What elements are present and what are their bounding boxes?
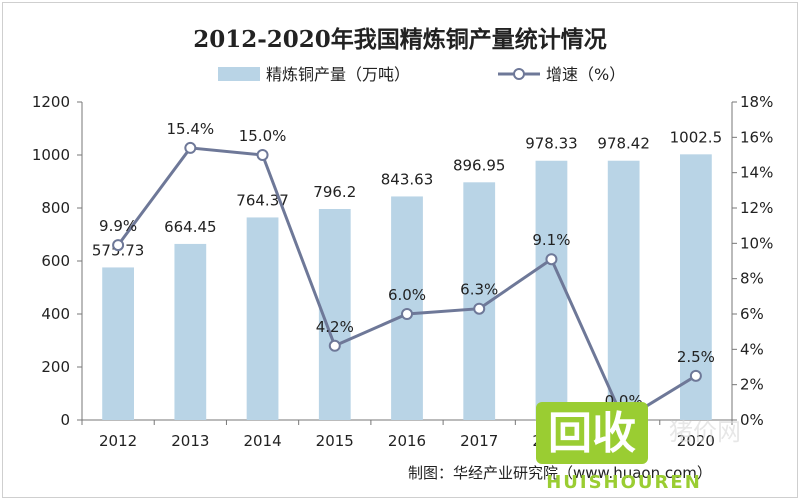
y-left-tick-label: 600 — [41, 252, 70, 270]
legend-label-bars: 精炼铜产量（万吨） — [266, 65, 410, 84]
y-left-tick-label: 0 — [60, 411, 70, 429]
line-data-label: 9.1% — [532, 231, 570, 249]
line-data-label: 9.9% — [99, 217, 137, 235]
line-data-label: 15.4% — [167, 120, 215, 138]
x-tick-label: 2015 — [316, 432, 354, 450]
y-right-tick-label: 4% — [740, 340, 764, 358]
legend-swatch-marker — [513, 68, 525, 80]
x-tick-label: 2013 — [171, 432, 209, 450]
line-data-label: 4.2% — [316, 318, 354, 336]
bar-data-label: 978.42 — [597, 135, 650, 153]
line-point — [184, 141, 197, 154]
bar-data-label: 664.45 — [164, 218, 217, 236]
line-point — [473, 302, 486, 315]
x-tick-label: 2016 — [388, 432, 426, 450]
legend-label-line: 增速（%） — [546, 65, 625, 84]
y-right-tick-label: 0% — [740, 411, 764, 429]
bar-data-label: 896.95 — [453, 156, 506, 174]
y-left-tick-label: 800 — [41, 199, 70, 217]
bar-data-label: 1002.5 — [670, 128, 723, 146]
y-right-tick-label: 2% — [740, 376, 764, 394]
chart-title: 2012-2020年我国精炼铜产量统计情况 — [193, 26, 607, 53]
y-left-tick-label: 1000 — [32, 146, 70, 164]
watermark-faint-text: 猪价网 — [669, 418, 741, 446]
x-tick-label: 2012 — [99, 432, 137, 450]
line-data-label: 15.0% — [239, 127, 287, 145]
bar — [174, 243, 207, 420]
bar-data-label: 764.37 — [236, 191, 289, 209]
y-right-tick-label: 8% — [740, 270, 764, 288]
x-tick-label: 2017 — [460, 432, 498, 450]
bar-data-label: 796.2 — [313, 183, 356, 201]
bar — [102, 267, 134, 420]
y-right-tick-label: 10% — [740, 234, 773, 252]
y-left-tick-label: 400 — [41, 305, 70, 323]
line-point — [256, 149, 269, 161]
source-note: 制图：华经产业研究院（www.huaon.com） — [408, 464, 712, 482]
line-data-label: 6.0% — [388, 286, 426, 304]
line-point — [401, 308, 413, 320]
y-right-tick-label: 14% — [740, 164, 773, 182]
watermark-logo: 回收 猪价网 HUISHOUREN — [536, 402, 741, 493]
bar-data-label: 843.63 — [381, 170, 434, 188]
watermark-sub-text: HUISHOUREN — [546, 472, 702, 493]
line-point — [328, 339, 341, 352]
line-data-label: 2.5% — [677, 348, 715, 366]
line-point — [689, 369, 702, 382]
y-right-tick-label: 18% — [740, 93, 773, 111]
y-left-tick-label: 1200 — [32, 93, 70, 111]
bar-data-label: 978.33 — [525, 135, 578, 153]
watermark-main-text: 回收 — [548, 408, 636, 459]
y-left-tick-label: 200 — [41, 358, 70, 376]
y-right-tick-label: 12% — [740, 199, 773, 217]
bar — [607, 160, 640, 421]
legend-swatch-bars — [218, 67, 260, 81]
y-right-tick-label: 16% — [740, 128, 773, 146]
y-right-tick-label: 6% — [740, 305, 764, 323]
bar — [246, 217, 279, 420]
watermark-badge — [536, 402, 648, 464]
line-point — [545, 253, 558, 266]
bar — [535, 160, 568, 420]
x-tick-label: 2014 — [243, 432, 281, 450]
line-point — [112, 239, 125, 252]
x-tick-label: 2020 — [677, 432, 715, 450]
line-data-label: 6.3% — [460, 281, 498, 299]
